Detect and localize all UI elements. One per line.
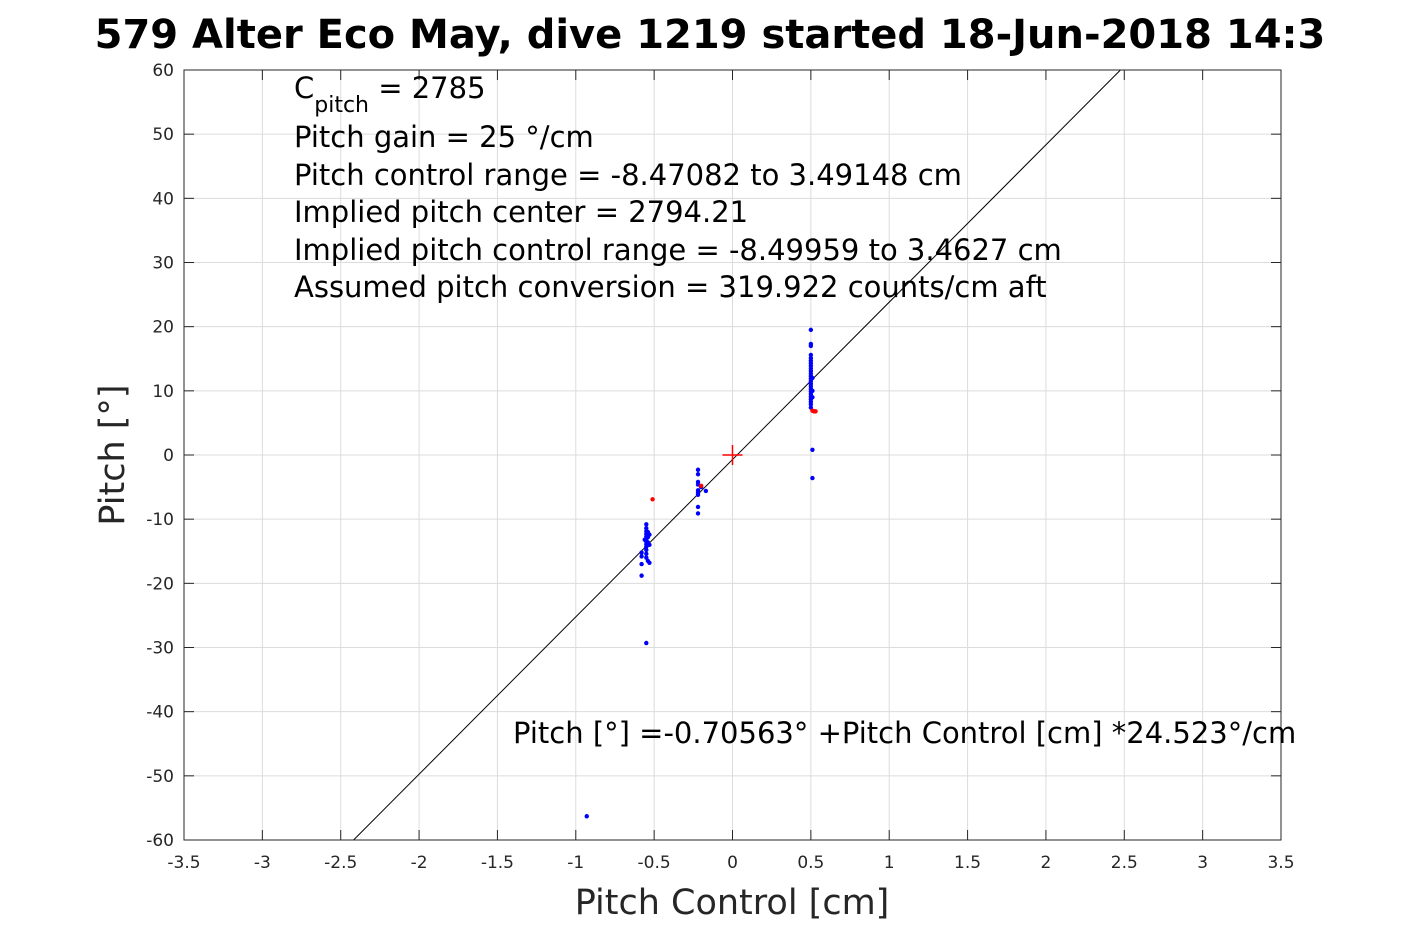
y-tick-label: 10 <box>152 382 174 402</box>
data-point <box>808 327 814 333</box>
y-tick-label: 20 <box>152 318 174 338</box>
data-point <box>639 573 644 578</box>
data-point <box>810 375 815 381</box>
y-tick-label: -20 <box>146 574 174 594</box>
y-tick-label: -10 <box>146 510 174 530</box>
data-point <box>584 814 589 819</box>
y-tick-label: 0 <box>163 446 174 466</box>
x-tick-label: -3.5 <box>167 853 200 873</box>
x-axis-ticks: -3.5 -3 -2.5 -2 -1.5 -1 -0.5 0 0.5 1 1.5 2 2.5 3 3.5 <box>167 70 1295 873</box>
x-tick-label: 0.5 <box>797 853 824 873</box>
y-axis-label: Pitch [°] <box>93 384 133 525</box>
data-point <box>808 343 814 349</box>
x-tick-label: 3.5 <box>1267 853 1294 873</box>
x-tick-label: 2.5 <box>1111 853 1138 873</box>
fit-equation-annotation: Pitch [°] =-0.70563° +Pitch Control [cm]… <box>513 716 1296 750</box>
data-point <box>647 542 652 548</box>
data-point <box>639 561 644 567</box>
y-tick-label: 50 <box>152 125 174 145</box>
x-tick-label: 1 <box>884 853 895 873</box>
c-pitch-symbol: C <box>294 71 314 105</box>
x-tick-label: 0 <box>727 853 738 873</box>
data-point <box>695 467 701 472</box>
data-point <box>810 475 815 481</box>
x-tick-label: -1 <box>567 853 584 873</box>
data-point <box>813 409 818 414</box>
data-point <box>647 560 652 565</box>
data-point <box>695 504 701 510</box>
x-tick-label: -2.5 <box>324 853 357 873</box>
y-axis-ticks: -60 -50 -40 -30 -20 -10 0 10 20 30 40 50 60 <box>146 61 1281 851</box>
implied-pitch-range-annotation: Implied pitch control range = -8.49959 t… <box>294 233 1062 267</box>
x-tick-label: 3 <box>1197 853 1208 873</box>
x-tick-label: 2 <box>1041 853 1052 873</box>
data-point <box>810 447 815 453</box>
data-point <box>644 547 649 553</box>
data-point <box>703 488 709 494</box>
data-point <box>810 395 815 400</box>
c-pitch-annotation: Cpitch = 2785 <box>294 71 486 118</box>
chart-title: 579 Alter Eco May, dive 1219 started 18-… <box>95 12 1326 58</box>
x-tick-label: -0.5 <box>638 853 671 873</box>
y-tick-label: -40 <box>146 703 174 723</box>
y-tick-label: 40 <box>152 189 174 209</box>
data-point <box>644 551 649 557</box>
data-point <box>639 554 644 559</box>
data-point <box>639 550 644 555</box>
data-point <box>650 497 655 502</box>
data-point <box>644 525 649 531</box>
c-pitch-subscript: pitch <box>314 93 369 118</box>
x-axis-label: Pitch Control [cm] <box>575 883 890 923</box>
y-tick-label: -60 <box>146 831 174 851</box>
x-tick-label: -3 <box>254 853 271 873</box>
implied-pitch-center-annotation: Implied pitch center = 2794.21 <box>294 195 748 229</box>
pitch-control-range-annotation: Pitch control range = -8.47082 to 3.4914… <box>294 158 962 192</box>
c-pitch-value: = 2785 <box>369 71 486 105</box>
data-points <box>584 327 818 819</box>
center-marker-layer <box>722 445 743 465</box>
data-point <box>698 483 704 488</box>
data-point <box>647 532 652 537</box>
data-point <box>695 472 701 477</box>
data-point <box>695 492 701 497</box>
annotation-block: Cpitch = 2785 Pitch gain = 25 °/cm Pitch… <box>294 71 1062 304</box>
data-point <box>810 388 815 394</box>
y-tick-label: 60 <box>152 61 174 81</box>
pitch-gain-annotation: Pitch gain = 25 °/cm <box>294 120 594 154</box>
y-tick-label: -50 <box>146 767 174 787</box>
data-point <box>808 352 814 358</box>
x-tick-label: -2 <box>411 853 428 873</box>
grid <box>183 69 1282 841</box>
x-tick-label: 1.5 <box>954 853 981 873</box>
data-point <box>644 640 649 646</box>
data-point <box>644 522 649 527</box>
y-tick-label: -30 <box>146 639 174 659</box>
y-tick-label: 30 <box>152 254 174 274</box>
data-point <box>642 537 647 542</box>
data-point <box>695 511 701 516</box>
x-tick-label: -1.5 <box>481 853 514 873</box>
pitch-conversion-annotation: Assumed pitch conversion = 319.922 count… <box>294 270 1047 304</box>
data-point <box>808 402 814 407</box>
